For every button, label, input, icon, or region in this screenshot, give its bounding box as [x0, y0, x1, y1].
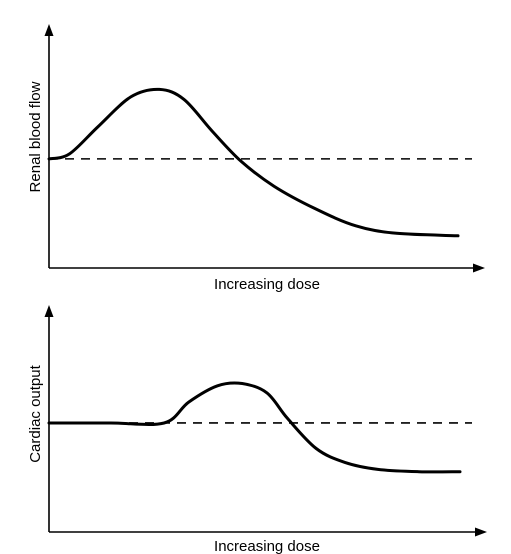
- series-line: [47, 87, 460, 238]
- renal-blood-flow-chart: Increasing dose Renal blood flow: [27, 24, 485, 293]
- x-axis-label: Increasing dose: [214, 276, 320, 293]
- y-axis-arrow: [44, 24, 54, 36]
- x-axis-arrow: [475, 527, 487, 537]
- cardiac-output-chart: Increasing dose Cardiac output: [27, 305, 487, 554]
- x-axis-arrow: [473, 263, 485, 273]
- x-axis-label: Increasing dose: [214, 538, 320, 554]
- y-axis-label: Renal blood flow: [27, 81, 44, 192]
- series-line: [47, 381, 462, 474]
- y-axis-label: Cardiac output: [27, 364, 44, 462]
- y-axis-arrow: [44, 305, 54, 317]
